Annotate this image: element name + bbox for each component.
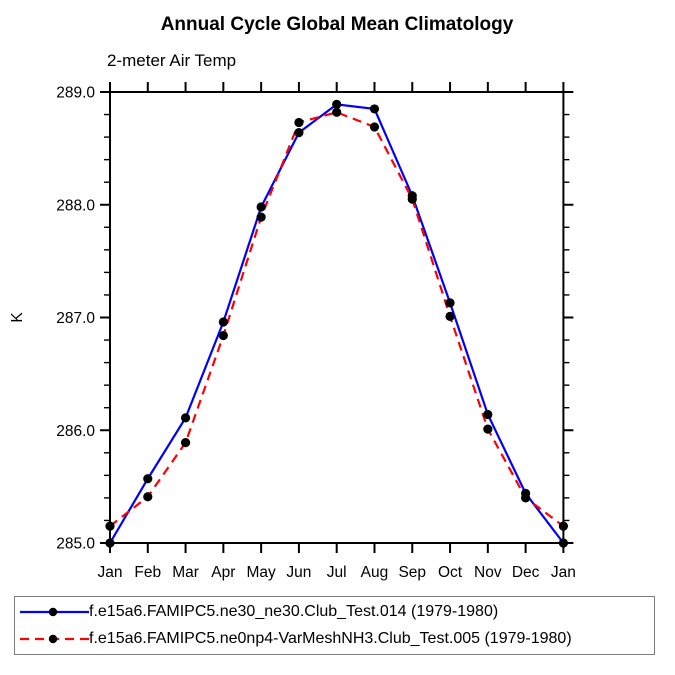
x-tick-label: May xyxy=(246,564,276,581)
data-point-s1 xyxy=(105,521,115,531)
plot-area: 285.0 286.0 287.0 288.0 289.0 Jan Feb Mar Apr May… xyxy=(9,82,576,581)
legend-series-label: f.e15a6.FAMIPC5.ne0np4-VarMeshNH3.Club_T… xyxy=(89,630,572,647)
x-tick-label: Oct xyxy=(438,564,463,581)
y-tick-label: 289.0 xyxy=(56,85,95,102)
data-point-s1 xyxy=(407,194,417,204)
data-point-s0 xyxy=(143,474,153,484)
legend-item: f.e15a6.FAMIPC5.ne30_ne30.Club_Test.014 … xyxy=(15,599,654,626)
data-point-s0 xyxy=(256,202,266,212)
chart-subtitle: 2-meter Air Temp xyxy=(107,51,237,70)
data-point-s0 xyxy=(180,413,191,423)
y-tick-label: 285.0 xyxy=(56,536,95,553)
series-line-0 xyxy=(109,103,565,544)
x-tick-label: Apr xyxy=(211,564,235,581)
data-point-s1 xyxy=(332,107,342,117)
x-tick-label: Jul xyxy=(327,564,347,581)
x-tick-label: Aug xyxy=(361,564,389,581)
x-tick-label: Nov xyxy=(474,564,502,581)
data-point-s1 xyxy=(294,117,304,128)
data-point-s0 xyxy=(558,538,569,548)
legend-line-sample-solid xyxy=(20,607,89,617)
y-axis-label: K xyxy=(9,312,26,323)
data-point-s1 xyxy=(256,212,266,222)
x-tick-label: Feb xyxy=(134,564,161,581)
legend-item: f.e15a6.FAMIPC5.ne0np4-VarMeshNH3.Club_T… xyxy=(15,626,654,653)
legend-line-sample-dashed xyxy=(20,634,89,644)
legend-series-marker xyxy=(48,634,58,644)
x-tick-label: Dec xyxy=(512,564,540,581)
data-point-s1 xyxy=(180,438,191,448)
data-point-s0 xyxy=(218,317,228,327)
data-point-s0 xyxy=(105,538,115,548)
data-point-s1 xyxy=(143,492,153,502)
data-point-s1 xyxy=(558,521,569,531)
data-point-s1 xyxy=(445,311,455,321)
legend-series-marker xyxy=(48,607,58,617)
y-tick-label: 288.0 xyxy=(56,197,95,214)
data-point-s1 xyxy=(483,424,493,434)
x-tick-label: Mar xyxy=(172,564,199,581)
y-tick-label: 287.0 xyxy=(56,310,95,327)
data-point-s0 xyxy=(445,298,455,308)
data-point-s1 xyxy=(218,330,228,341)
data-point-s0 xyxy=(332,99,342,110)
x-tick-label: Jan xyxy=(551,564,576,581)
legend-series-label: f.e15a6.FAMIPC5.ne30_ne30.Club_Test.014 … xyxy=(89,603,499,620)
x-tick-label: Jan xyxy=(98,564,123,581)
data-point-s0 xyxy=(369,104,380,114)
data-point-s0 xyxy=(294,127,304,138)
plot-frame xyxy=(109,91,565,544)
data-point-s1 xyxy=(369,122,380,132)
legend-box: f.e15a6.FAMIPC5.ne30_ne30.Club_Test.014 … xyxy=(14,596,655,655)
data-point-s1 xyxy=(521,493,531,503)
data-point-s0 xyxy=(483,409,493,420)
chart-title: Annual Cycle Global Mean Climatology xyxy=(160,14,514,35)
x-tick-label: Sep xyxy=(398,564,426,581)
series-line-1 xyxy=(109,111,565,527)
x-tick-label: Jun xyxy=(286,564,311,581)
y-tick-label: 286.0 xyxy=(56,423,95,440)
